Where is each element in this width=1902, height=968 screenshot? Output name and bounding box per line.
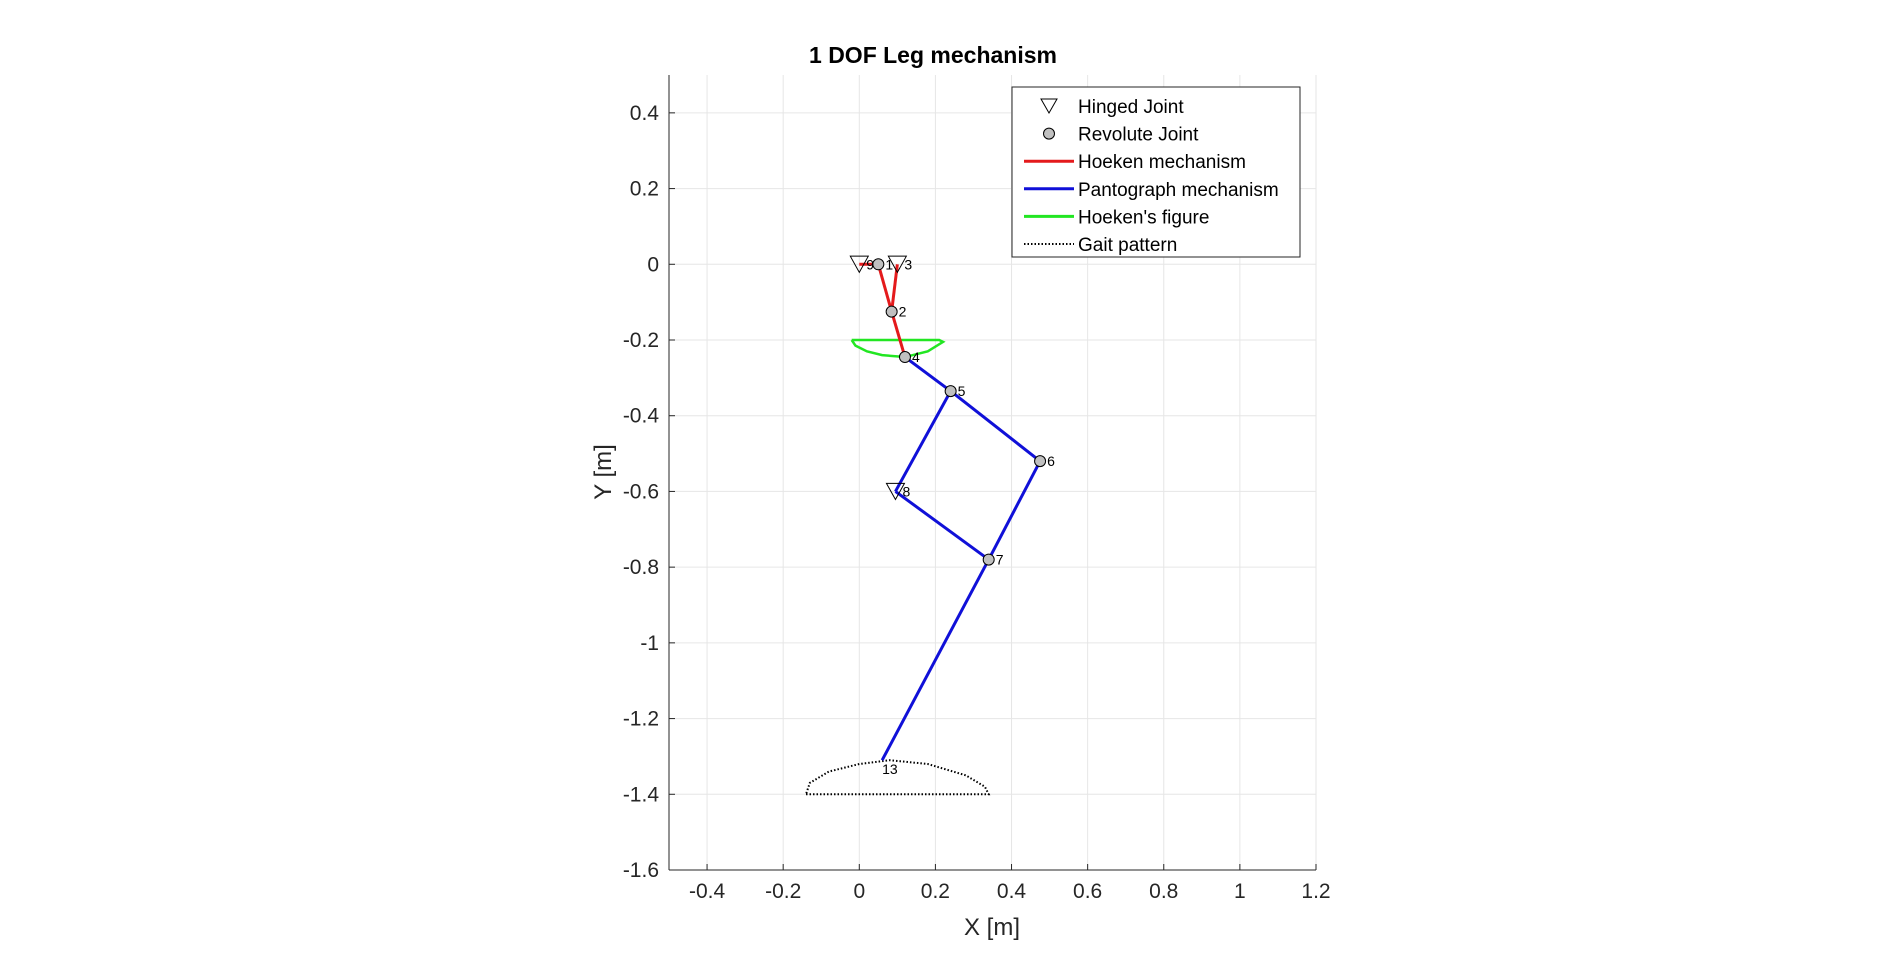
y-tick-label: -0.6 bbox=[623, 480, 659, 503]
pantograph-link bbox=[894, 490, 990, 561]
revolute-joint-marker bbox=[982, 553, 995, 566]
pantograph-link bbox=[904, 355, 952, 393]
joint-label: 13 bbox=[882, 761, 898, 777]
hoeken-link bbox=[890, 311, 907, 358]
legend: Hinged Joint Revolute Joint Hoeken mechani… bbox=[1011, 86, 1301, 258]
legend-entry-label: Hoeken's figure bbox=[1078, 207, 1209, 228]
pantograph-mechanism-layer bbox=[880, 355, 1042, 761]
legend-entry-label: Pantograph mechanism bbox=[1078, 180, 1279, 201]
joint-label: 6 bbox=[1047, 453, 1055, 469]
y-tick-label: -0.2 bbox=[623, 329, 659, 352]
legend-hinged-icon bbox=[1040, 98, 1058, 115]
joint-label: 7 bbox=[996, 552, 1004, 568]
joint-label: 9 bbox=[866, 256, 874, 272]
legend-revolute-icon bbox=[1043, 127, 1055, 140]
legend-entry-label: Revolute Joint bbox=[1078, 125, 1199, 146]
x-tick-label: 0.8 bbox=[1149, 880, 1178, 903]
y-tick-label: 0.2 bbox=[630, 178, 659, 201]
y-tick-label: -0.8 bbox=[623, 556, 659, 579]
legend-entry-label: Hinged Joint bbox=[1078, 97, 1184, 118]
x-axis-label: X [m] bbox=[964, 914, 1020, 941]
x-tick-label: -0.2 bbox=[765, 880, 801, 903]
y-tick-label: -1.2 bbox=[623, 708, 659, 731]
joint-label: 5 bbox=[958, 383, 966, 399]
revolute-joint-marker bbox=[1034, 455, 1047, 468]
hoeken-link bbox=[890, 264, 899, 312]
hinged-joint-marker bbox=[887, 255, 908, 274]
revolute-joint-marker bbox=[898, 351, 911, 364]
hoeken-mechanism-layer bbox=[859, 262, 907, 358]
legend-entry-label: Gait pattern bbox=[1078, 235, 1177, 256]
x-tick-label: 0.4 bbox=[997, 880, 1027, 903]
x-tick-label: 1.2 bbox=[1301, 880, 1330, 903]
pantograph-link bbox=[987, 460, 1042, 561]
x-tick-label: -0.4 bbox=[689, 880, 726, 903]
pantograph-link bbox=[880, 558, 991, 761]
gait-pattern-layer bbox=[805, 759, 991, 796]
pantograph-link bbox=[949, 389, 1041, 463]
hoeken-link bbox=[876, 263, 894, 313]
pantograph-link bbox=[894, 390, 952, 493]
chart-title: 1 DOF Leg mechanism bbox=[809, 42, 1057, 68]
joint-label: 8 bbox=[902, 483, 910, 499]
y-axis-ticks: 0.4 0.2 0 -0.2 -0.4 -0.6 -0.8 -1 -1.2 -1.4 -1.6 bbox=[623, 102, 675, 882]
hinged-joint-marker bbox=[885, 482, 906, 501]
joint-label: 1 bbox=[885, 256, 893, 272]
y-tick-label: 0.4 bbox=[630, 102, 660, 125]
hinged-joint-marker bbox=[849, 255, 870, 274]
y-tick-label: -0.4 bbox=[623, 405, 660, 428]
joints-layer: 1 2 3 4 5 6 7 8 9 13 bbox=[849, 255, 1055, 777]
y-tick-label: 0 bbox=[647, 253, 659, 276]
gait-pattern-curve bbox=[805, 759, 991, 796]
y-axis-label: Y [m] bbox=[590, 444, 617, 500]
joint-label: 4 bbox=[912, 349, 920, 365]
legend-box bbox=[1011, 86, 1301, 258]
y-tick-label: -1.6 bbox=[623, 859, 659, 882]
x-tick-label: 0.6 bbox=[1073, 880, 1102, 903]
revolute-joint-marker bbox=[872, 258, 885, 271]
hoekens-figure-curve bbox=[850, 338, 946, 359]
x-axis-ticks: -0.4 -0.2 0 0.2 0.4 0.6 0.8 1 1.2 bbox=[689, 864, 1331, 903]
x-tick-label: 0 bbox=[853, 880, 865, 903]
legend-entry-label: Hoeken mechanism bbox=[1078, 152, 1246, 173]
revolute-joint-marker bbox=[885, 305, 898, 318]
x-tick-label: 0.2 bbox=[921, 880, 950, 903]
joint-label: 2 bbox=[899, 304, 907, 320]
y-tick-label: -1.4 bbox=[623, 783, 660, 806]
joint-label: 3 bbox=[904, 256, 912, 272]
revolute-joint-marker bbox=[944, 385, 957, 398]
y-tick-label: -1 bbox=[640, 632, 659, 655]
hoekens-figure-layer bbox=[850, 338, 946, 359]
x-tick-label: 1 bbox=[1234, 880, 1246, 903]
